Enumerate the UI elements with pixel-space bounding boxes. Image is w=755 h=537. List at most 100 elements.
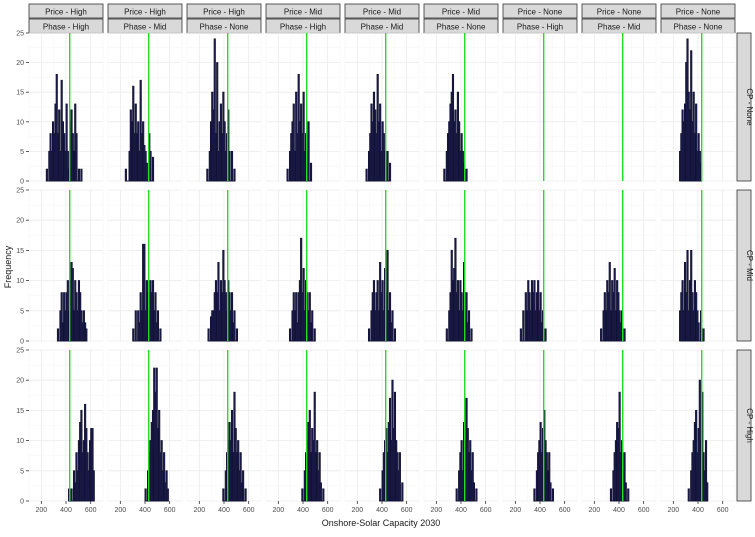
column-strip-phase-label: Phase - Mid: [361, 23, 404, 32]
y-tick-label: 0: [20, 339, 24, 346]
histogram-bar: [472, 482, 476, 502]
histogram-bar: [207, 328, 210, 342]
row-strip-1: [736, 189, 752, 342]
histogram-bar: [706, 482, 709, 502]
histogram-bar: [124, 168, 127, 182]
histogram-bar: [618, 391, 621, 502]
histogram-bar: [134, 310, 137, 342]
column-strip-price-label: Price - None: [518, 8, 563, 17]
histogram-bar: [239, 452, 242, 502]
histogram-bar: [704, 440, 708, 502]
histogram-bar: [206, 168, 209, 182]
histogram-bar: [467, 310, 471, 342]
histogram-bar: [322, 488, 325, 502]
y-tick-label: 0: [20, 499, 24, 506]
column-strip-phase-label: Phase - Mid: [124, 23, 167, 32]
histogram-bar: [465, 168, 468, 182]
column-strip-price-label: Price - High: [45, 8, 87, 17]
column-strip-price-1: [107, 3, 183, 19]
histogram-bar: [235, 328, 239, 342]
histogram-bar: [398, 452, 401, 502]
histogram-bar: [388, 162, 392, 182]
histogram-bar: [65, 103, 68, 182]
y-tick-label: 15: [16, 248, 24, 255]
histogram-bar: [308, 292, 311, 342]
histogram-bar: [475, 488, 478, 502]
x-tick-label: 200: [509, 507, 521, 514]
histogram-bar: [77, 168, 81, 182]
column-strip-price-label: Price - None: [676, 8, 721, 17]
histogram-bar: [165, 470, 168, 502]
histogram-bar: [613, 268, 616, 342]
x-tick-label: 600: [559, 507, 571, 514]
x-tick-label: 200: [35, 507, 47, 514]
histogram-bar: [522, 310, 525, 342]
histogram-bar: [465, 292, 468, 342]
histogram-bar: [318, 452, 321, 502]
histogram-bar: [301, 488, 304, 502]
histogram-bar: [159, 328, 162, 342]
x-tick-label: 400: [60, 507, 72, 514]
x-tick-label: 400: [455, 507, 467, 514]
x-tick-label: 200: [351, 507, 363, 514]
y-tick-label: 5: [20, 468, 24, 475]
x-tick-label: 200: [193, 507, 205, 514]
y-tick-label: 5: [20, 149, 24, 156]
histogram-bar: [151, 156, 155, 182]
x-tick-label: 400: [139, 507, 151, 514]
y-tick-label: 15: [16, 408, 24, 415]
histogram-bar: [56, 328, 60, 342]
histogram-bar: [401, 482, 404, 502]
histogram-bar: [539, 292, 542, 342]
column-strip-phase-label: Phase - None: [200, 23, 249, 32]
column-strip-price-4: [344, 3, 420, 19]
histogram-bar: [230, 150, 234, 182]
histogram-bar: [686, 249, 689, 342]
x-tick-label: 400: [534, 507, 546, 514]
histogram-bar: [217, 262, 220, 342]
histogram-bar: [300, 237, 303, 342]
histogram-bar: [70, 488, 73, 502]
y-tick-label: 25: [16, 348, 24, 355]
histogram-bar: [288, 328, 292, 342]
y-tick-label: 10: [16, 278, 24, 285]
row-strip-2: [736, 349, 752, 502]
column-strip-price-7: [581, 3, 657, 19]
histogram-bar: [386, 249, 389, 342]
histogram-bar: [71, 268, 74, 342]
histogram-bar: [156, 310, 160, 342]
histogram-bar: [91, 428, 94, 502]
x-tick-label: 400: [613, 507, 625, 514]
histogram-bar: [623, 328, 626, 342]
histogram-bar: [624, 482, 627, 502]
histogram-bar: [302, 91, 305, 182]
histogram-bar: [216, 62, 219, 182]
y-tick-label: 10: [16, 438, 24, 445]
column-strip-price-label: Price - High: [124, 8, 166, 17]
histogram-bar: [519, 328, 522, 342]
column-strip-price-label: Price - Mid: [284, 8, 322, 17]
histogram-bar: [533, 488, 536, 502]
histogram-bar: [307, 121, 310, 182]
histogram-bar: [286, 168, 289, 182]
x-tick-label: 200: [272, 507, 284, 514]
histogram-bar: [302, 268, 305, 342]
histogram-bar: [548, 452, 551, 502]
x-tick-label: 200: [588, 507, 600, 514]
y-tick-label: 20: [16, 378, 24, 385]
histogram-bar: [242, 470, 245, 502]
histogram-bar: [623, 452, 626, 502]
histogram-bar: [309, 162, 313, 182]
x-tick-label: 600: [322, 507, 334, 514]
histogram-bar: [455, 488, 458, 502]
histogram-bar: [702, 328, 705, 342]
histogram-bar: [85, 328, 88, 342]
histogram-bar: [233, 168, 236, 182]
x-tick-label: 200: [667, 507, 679, 514]
y-axis-title: Frequency: [3, 245, 13, 288]
histogram-bar: [66, 150, 69, 182]
x-tick-label: 600: [164, 507, 176, 514]
histogram-bar: [139, 79, 142, 182]
column-strip-price-label: Price - None: [597, 8, 642, 17]
